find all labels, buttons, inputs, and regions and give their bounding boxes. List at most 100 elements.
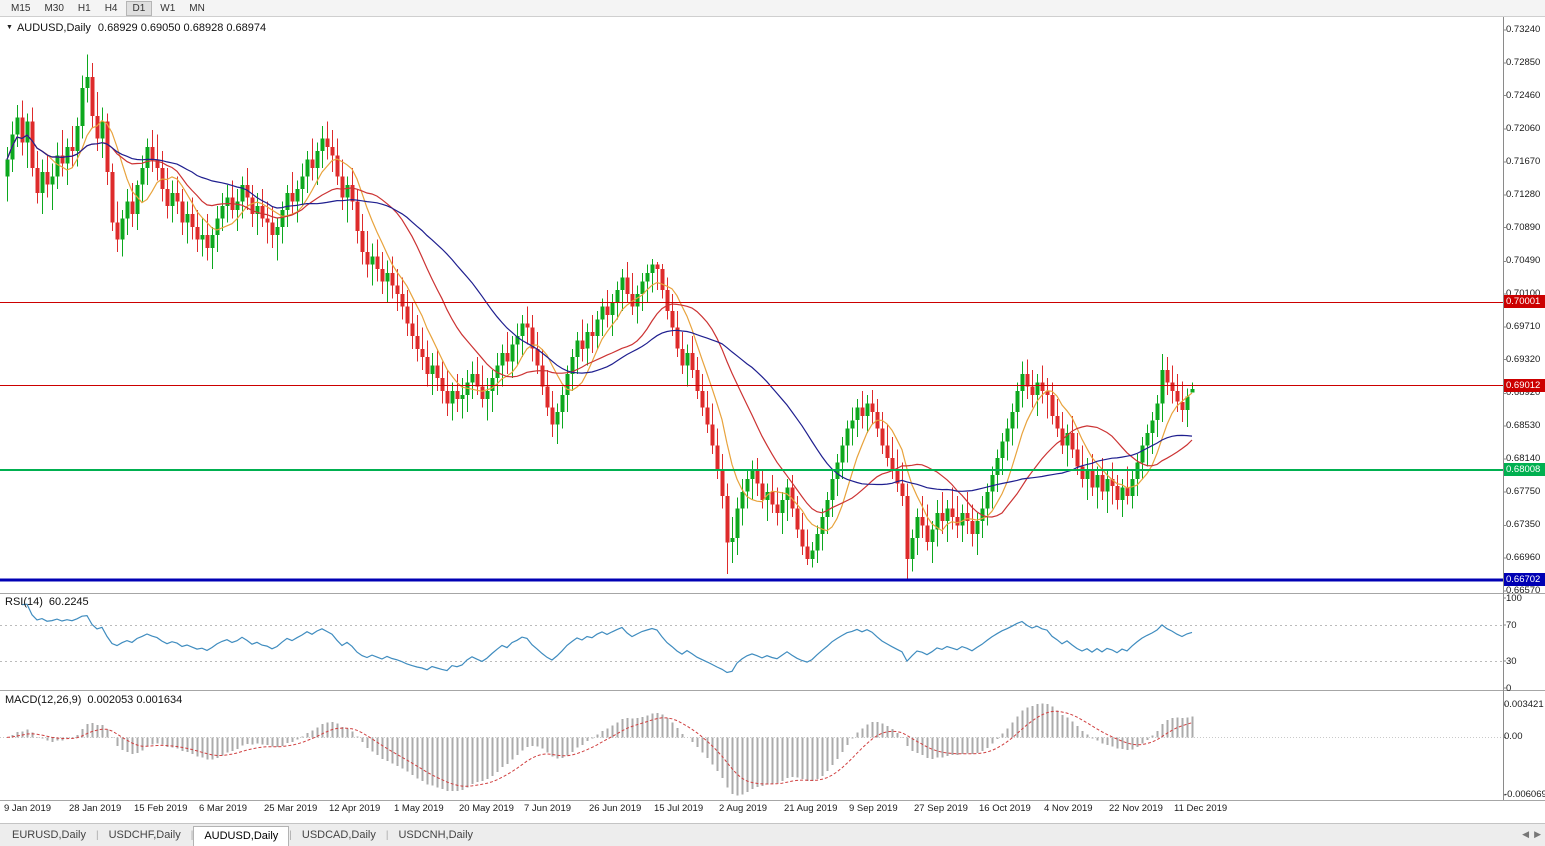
candle-body bbox=[685, 353, 690, 366]
candle-body bbox=[340, 176, 345, 198]
tab-audusd-daily[interactable]: AUDUSD,Daily bbox=[193, 825, 290, 846]
candle-body bbox=[1165, 369, 1170, 383]
candle-body bbox=[990, 474, 995, 492]
price-axis-label: 0.68530 bbox=[1506, 420, 1541, 432]
candle-body bbox=[840, 445, 845, 463]
tab-separator: | bbox=[95, 829, 99, 841]
timeframe-button-d1[interactable]: D1 bbox=[125, 0, 153, 16]
date-axis-label[interactable]: 11 Dec 2019 bbox=[1174, 803, 1228, 814]
tab-separator: | bbox=[190, 829, 194, 841]
candle-body bbox=[885, 445, 890, 459]
tab-usdcad-daily[interactable]: USDCAD,Daily bbox=[301, 829, 376, 841]
candle-body bbox=[260, 205, 265, 219]
candle-body bbox=[770, 491, 775, 505]
date-axis-label[interactable]: 9 Jan 2019 bbox=[4, 803, 52, 814]
candle-body bbox=[900, 483, 905, 496]
date-axis-label[interactable]: 25 Mar 2019 bbox=[264, 803, 318, 814]
candle-body bbox=[150, 146, 155, 160]
candle-body bbox=[280, 210, 285, 227]
candle-body bbox=[1085, 470, 1090, 480]
candle-body bbox=[270, 222, 275, 236]
candle-body bbox=[95, 115, 100, 139]
date-axis-label[interactable]: 6 Mar 2019 bbox=[199, 803, 248, 814]
timeframe-button-m30[interactable]: M30 bbox=[44, 2, 64, 14]
candle-body bbox=[330, 146, 335, 156]
candle-body bbox=[620, 277, 625, 290]
date-axis-label[interactable]: 9 Sep 2019 bbox=[849, 803, 898, 814]
timeframe-button-h1[interactable]: H1 bbox=[77, 2, 91, 14]
date-axis-label[interactable]: 15 Jul 2019 bbox=[654, 803, 704, 814]
candle-body bbox=[315, 151, 320, 168]
candle-body bbox=[210, 235, 215, 248]
candle-body bbox=[1060, 428, 1065, 446]
date-axis-label[interactable]: 15 Feb 2019 bbox=[134, 803, 188, 814]
tab-scroll-left-icon[interactable]: ◀ bbox=[1522, 829, 1530, 839]
timeframe-button-m15[interactable]: M15 bbox=[11, 2, 31, 14]
candle-body bbox=[400, 294, 405, 307]
candle-body bbox=[75, 125, 80, 152]
rsi-panel-layer bbox=[0, 603, 1503, 674]
tab-scroll-right-icon[interactable]: ▶ bbox=[1534, 829, 1541, 839]
candle-body bbox=[385, 273, 390, 282]
candle-body bbox=[735, 508, 740, 538]
candle-body bbox=[1015, 390, 1020, 412]
candle-body bbox=[325, 138, 330, 147]
rsi-label: RSI(14) bbox=[5, 596, 43, 608]
symbol-dropdown-icon[interactable]: ▼ bbox=[6, 24, 13, 31]
candle-body bbox=[845, 428, 850, 446]
candle-body bbox=[480, 386, 485, 400]
timeframe-button-w1[interactable]: W1 bbox=[160, 2, 176, 14]
candle-body bbox=[965, 512, 970, 522]
price-axis-label: 0.72850 bbox=[1506, 56, 1541, 68]
candle-body bbox=[1080, 466, 1085, 480]
date-axis-label[interactable]: 26 Jun 2019 bbox=[589, 803, 642, 814]
candle-body bbox=[185, 214, 190, 223]
ma-34-line bbox=[6, 134, 1193, 492]
date-axis-label[interactable]: 12 Apr 2019 bbox=[329, 803, 381, 814]
candle-body bbox=[415, 336, 420, 349]
tab-usdchf-daily[interactable]: USDCHF,Daily bbox=[108, 829, 181, 841]
candle-body bbox=[525, 323, 530, 328]
candle-body bbox=[1000, 441, 1005, 459]
date-axis-label[interactable]: 4 Nov 2019 bbox=[1044, 803, 1093, 814]
candle-body bbox=[170, 193, 175, 206]
candle-body bbox=[100, 121, 105, 139]
date-axis-label[interactable]: 1 May 2019 bbox=[394, 803, 444, 814]
candle-body bbox=[380, 268, 385, 282]
date-axis-label[interactable]: 16 Oct 2019 bbox=[979, 803, 1031, 814]
candle-body bbox=[65, 146, 70, 164]
date-axis-label[interactable]: 28 Jan 2019 bbox=[69, 803, 122, 814]
timeframe-button-mn[interactable]: MN bbox=[189, 2, 205, 14]
date-axis-label[interactable]: 22 Nov 2019 bbox=[1109, 803, 1163, 814]
candle-body bbox=[130, 201, 135, 215]
macd-axis-label: 0.003421 bbox=[1504, 699, 1544, 710]
tab-separator: | bbox=[289, 829, 292, 841]
date-axis-label[interactable]: 2 Aug 2019 bbox=[719, 803, 768, 814]
price-axis-label: 0.68920 bbox=[1506, 387, 1541, 399]
candle-body bbox=[850, 420, 855, 429]
candle-body bbox=[865, 403, 870, 416]
candle-body bbox=[565, 374, 570, 395]
candle-body bbox=[580, 340, 585, 349]
tab-usdcnh-daily[interactable]: USDCNH,Daily bbox=[398, 829, 474, 841]
tab-eurusd-daily[interactable]: EURUSD,Daily bbox=[12, 829, 86, 841]
date-axis-label[interactable]: 27 Sep 2019 bbox=[914, 803, 968, 814]
panel-borders-layer bbox=[0, 17, 1545, 801]
candle-body bbox=[200, 235, 205, 240]
date-axis-label[interactable]: 7 Jun 2019 bbox=[524, 803, 572, 814]
date-axis-label[interactable]: 20 May 2019 bbox=[459, 803, 514, 814]
candle-body bbox=[45, 172, 50, 185]
candle-body bbox=[490, 378, 495, 391]
candle-body bbox=[830, 479, 835, 501]
candle-body bbox=[730, 538, 735, 543]
candle-body bbox=[940, 512, 945, 522]
timeframe-button-h4[interactable]: H4 bbox=[104, 2, 118, 14]
date-axis-label[interactable]: 21 Aug 2019 bbox=[784, 803, 838, 814]
candle-body bbox=[700, 390, 705, 408]
candle-body bbox=[1055, 416, 1060, 429]
candle-body bbox=[345, 184, 350, 198]
candle-body bbox=[630, 294, 635, 307]
candle-body bbox=[795, 508, 800, 530]
candle-body bbox=[985, 491, 990, 509]
candle-body bbox=[740, 491, 745, 509]
